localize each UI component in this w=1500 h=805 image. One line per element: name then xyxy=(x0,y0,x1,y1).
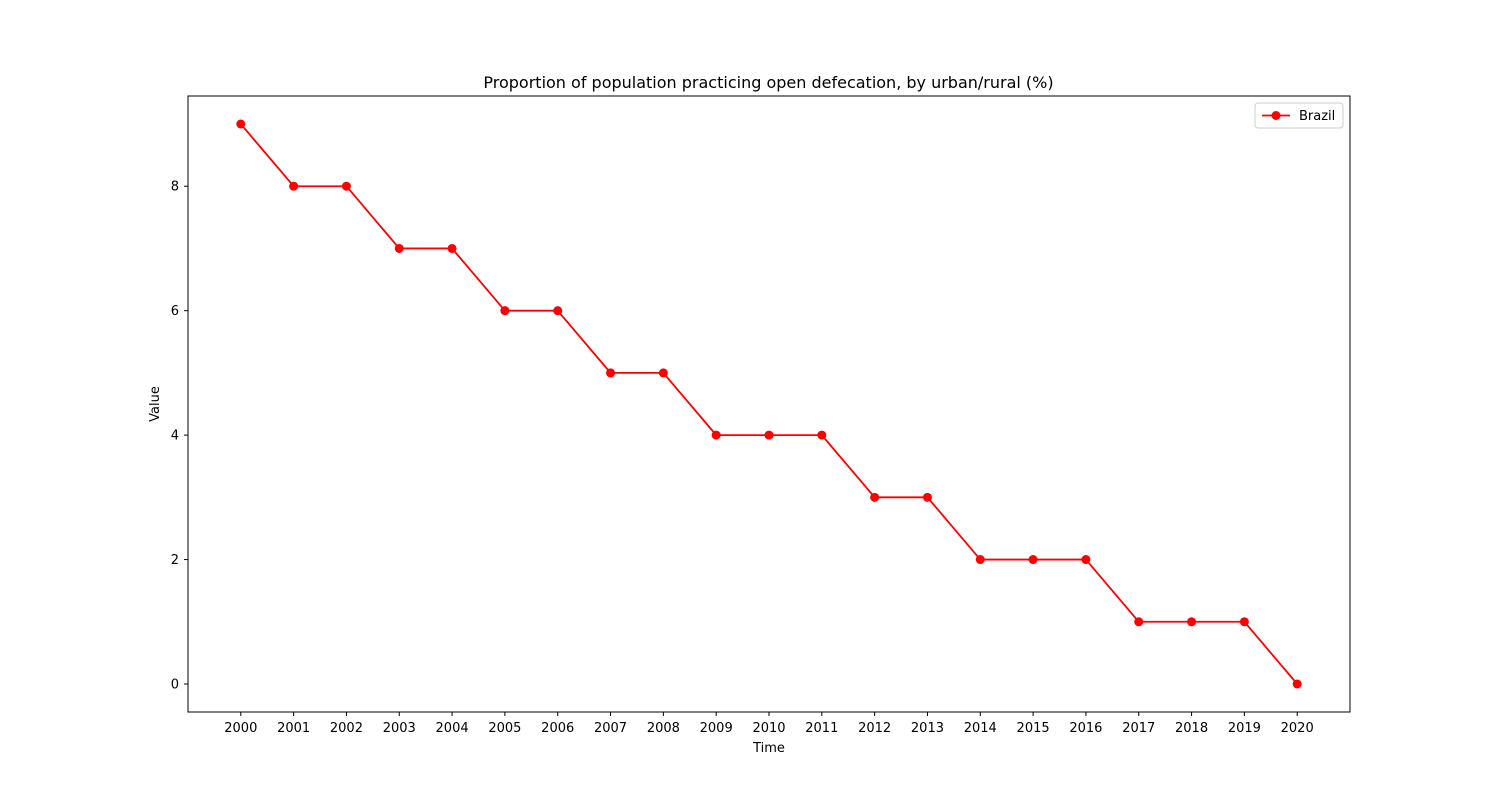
data-point xyxy=(236,119,246,129)
data-point xyxy=(817,430,827,440)
legend-box xyxy=(1254,102,1344,129)
x-tick-label: 2006 xyxy=(541,721,574,736)
series-line-brazil xyxy=(240,123,1298,685)
x-tick-label: 2016 xyxy=(1069,721,1102,736)
data-point xyxy=(500,306,510,316)
x-tick-label: 2011 xyxy=(805,721,838,736)
data-point xyxy=(711,430,721,440)
data-point xyxy=(394,243,404,253)
y-tick-label: 6 xyxy=(171,304,179,319)
x-tick-label: 2000 xyxy=(224,721,257,736)
x-tick-label: 2010 xyxy=(752,721,785,736)
data-point xyxy=(1187,617,1197,627)
data-point xyxy=(975,555,985,565)
y-tick-label: 8 xyxy=(171,180,179,195)
data-point xyxy=(553,306,563,316)
data-point xyxy=(1292,679,1302,689)
x-tick-label: 2005 xyxy=(488,721,521,736)
y-tick-label: 4 xyxy=(171,429,179,444)
data-point xyxy=(922,492,932,502)
y-tick-label: 0 xyxy=(171,678,179,693)
data-point xyxy=(289,181,299,191)
data-point xyxy=(1028,555,1038,565)
x-tick-label: 2014 xyxy=(964,721,997,736)
data-point xyxy=(870,492,880,502)
data-point xyxy=(1134,617,1144,627)
x-tick-label: 2003 xyxy=(383,721,416,736)
chart-title: Proportion of population practicing open… xyxy=(483,73,1053,92)
x-tick-label: 2018 xyxy=(1175,721,1208,736)
y-tick-label: 2 xyxy=(171,553,179,568)
x-tick-label: 2012 xyxy=(858,721,891,736)
plot-area xyxy=(187,95,1351,713)
x-tick-label: 2007 xyxy=(594,721,627,736)
data-point xyxy=(606,368,616,378)
legend: Brazil xyxy=(1254,102,1344,129)
x-tick-label: 2015 xyxy=(1017,721,1050,736)
data-point xyxy=(447,243,457,253)
x-tick-label: 2019 xyxy=(1228,721,1261,736)
x-tick-label: 2002 xyxy=(330,721,363,736)
x-axis-label: Time xyxy=(752,741,785,756)
x-axis: 2000 2001 2002 2003 2004 2005 2006 2007 2008 2009… xyxy=(224,712,1314,736)
data-point xyxy=(658,368,668,378)
x-tick-label: 2008 xyxy=(647,721,680,736)
x-tick-label: 2001 xyxy=(277,721,310,736)
series-group xyxy=(236,119,1302,689)
x-tick-label: 2013 xyxy=(911,721,944,736)
y-axis: 0 2 4 6 8 xyxy=(171,180,188,693)
data-point xyxy=(1081,555,1091,565)
legend-marker-brazil xyxy=(1271,111,1281,120)
y-axis-label: Value xyxy=(148,386,163,422)
x-tick-label: 2009 xyxy=(700,721,733,736)
x-tick-label: 2017 xyxy=(1122,721,1155,736)
data-point xyxy=(1239,617,1249,627)
data-point xyxy=(764,430,774,440)
legend-label-brazil: Brazil xyxy=(1299,109,1335,124)
x-tick-label: 2020 xyxy=(1281,721,1314,736)
x-tick-label: 2004 xyxy=(436,721,469,736)
data-point xyxy=(341,181,351,191)
